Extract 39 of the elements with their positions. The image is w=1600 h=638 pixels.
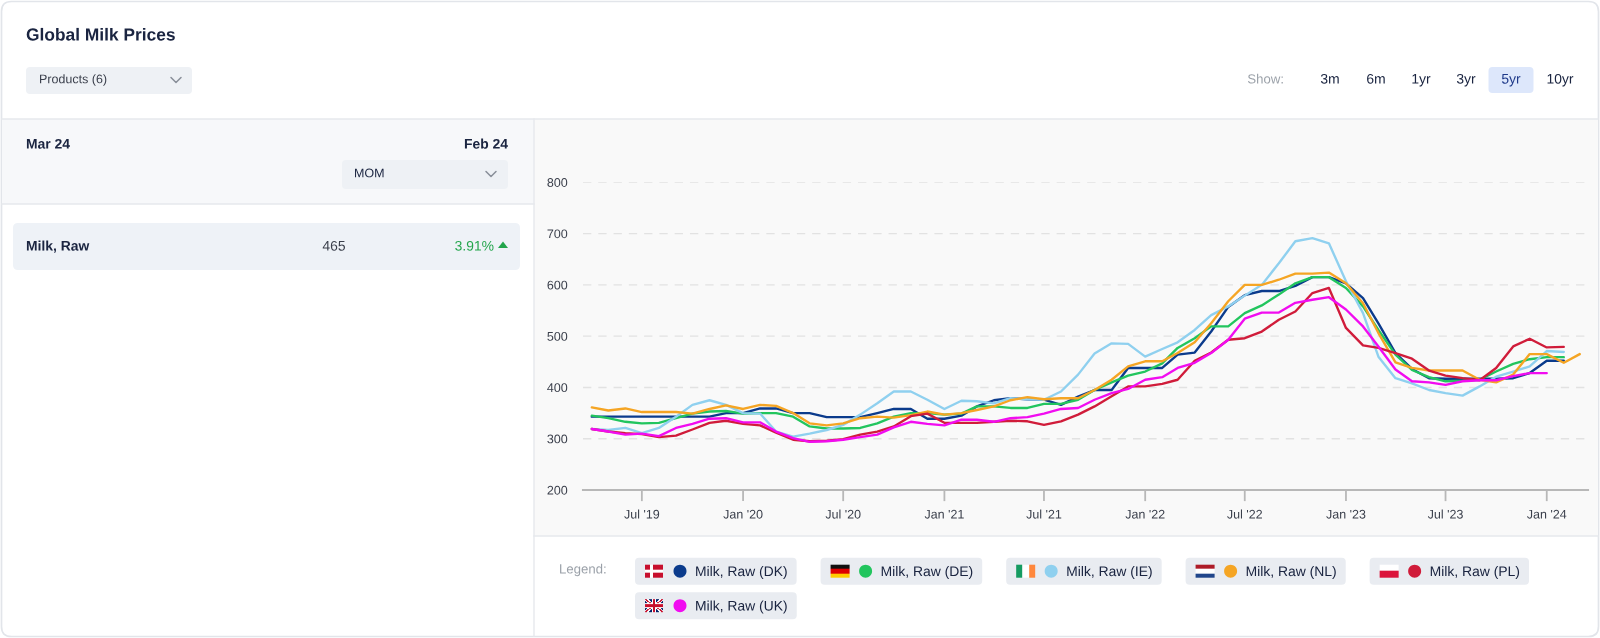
- text: Show:: [1247, 73, 1283, 84]
- text: 465: [322, 240, 346, 251]
- y-tick-label: 600: [547, 280, 568, 290]
- text: 1yr: [1412, 74, 1431, 87]
- legend-label: Milk, Raw (DK): [696, 566, 787, 579]
- text: Feb 24: [464, 138, 508, 149]
- legend-label: Milk, Raw (DE): [881, 566, 973, 579]
- text: MOM: [355, 168, 384, 178]
- legend-label: Milk, Raw (IE): [1067, 566, 1152, 579]
- legend-label: Milk, Raw (PL): [1430, 566, 1520, 579]
- legend-label: Milk, Raw (NL): [1246, 566, 1336, 579]
- text: Mar 24: [26, 138, 70, 149]
- x-tick-label: Jan '22: [1125, 509, 1165, 519]
- x-tick-label: Jul '19: [624, 509, 660, 519]
- y-tick-label: 300: [547, 434, 568, 444]
- y-tick-label: 800: [547, 178, 568, 187]
- x-tick-label: Jul '20: [825, 509, 861, 519]
- x-tick-label: Jan '23: [1326, 509, 1366, 519]
- x-tick-label: Jan '21: [924, 509, 964, 519]
- text: 3m: [1320, 73, 1339, 84]
- x-tick-label: Jul '22: [1227, 509, 1262, 519]
- x-tick-label: Jan '24: [1526, 509, 1567, 519]
- text: 6m: [1367, 73, 1385, 84]
- y-tick-label: 500: [547, 331, 568, 341]
- text: 5yr: [1501, 74, 1521, 87]
- y-tick-label: 400: [547, 383, 568, 393]
- legend-label: Milk, Raw (UK): [696, 600, 787, 614]
- y-tick-label: 700: [547, 229, 568, 239]
- legend-title: Legend:: [560, 563, 606, 577]
- text: Global Milk Prices: [26, 27, 175, 41]
- text: 3.91%: [455, 240, 494, 251]
- text: 3yr: [1456, 73, 1476, 87]
- text: Milk, Raw: [26, 240, 90, 253]
- x-tick-label: Jul '23: [1427, 509, 1463, 519]
- text: 10yr: [1547, 73, 1574, 87]
- text: Products (6): [40, 74, 107, 86]
- y-tick-label: 200: [547, 485, 568, 495]
- x-tick-label: Jan '20: [723, 509, 763, 519]
- x-tick-label: Jul '21: [1026, 509, 1062, 519]
